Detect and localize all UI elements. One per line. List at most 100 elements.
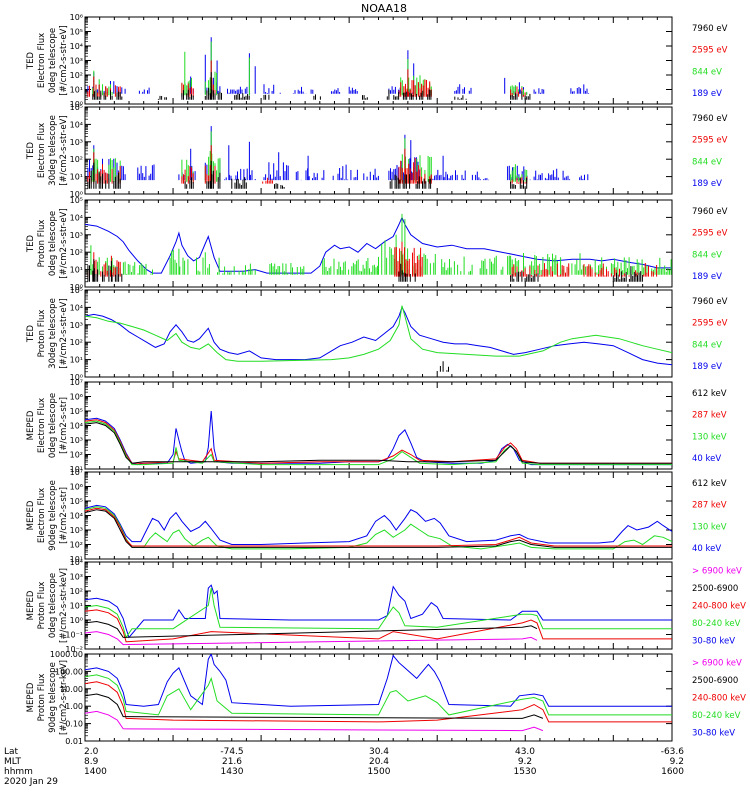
legend-entry: 2595 eV [692, 319, 728, 329]
y-axis-label-line: 0deg telescope [48, 393, 58, 458]
y-tick-label: 10⁰ [70, 100, 83, 109]
y-tick-label: 10¹ [70, 356, 83, 365]
series-line-green [85, 305, 672, 362]
series-line-green [85, 674, 672, 716]
legend-entry: 189 eV [692, 179, 722, 189]
series-group [85, 584, 672, 646]
y-tick-label: 10⁵ [70, 497, 83, 506]
y-axis-label-line: [#/cm2-s-str-keV] [59, 660, 69, 735]
y-tick-label: 10⁴ [70, 42, 83, 51]
series-line-black [85, 693, 544, 719]
series-line-blue [85, 306, 672, 366]
series-line-black [85, 509, 672, 548]
series-group [85, 504, 672, 550]
series-group [85, 305, 672, 372]
y-axis-label-line: [#/cm2-s-str-eV] [59, 115, 69, 185]
legend-entry: 130 keV [692, 432, 727, 442]
x-axis-value: 1600 [661, 767, 684, 777]
y-tick-label: 10⁴ [70, 422, 83, 431]
x-axis-value: 21.6 [222, 757, 242, 767]
y-tick-label: 10⁻¹ [65, 631, 83, 640]
y-tick-label: 10⁵ [70, 28, 83, 37]
y-tick-label: 10⁴ [70, 558, 83, 567]
y-tick-label: 10⁵ [70, 286, 83, 295]
y-axis-label-line: Proton Flux [37, 220, 47, 268]
x-axis-value: 9.2 [518, 757, 532, 767]
y-axis-label-line: [#/cm2-s-str-eV] [59, 25, 69, 95]
y-tick-label: 10⁻² [65, 645, 83, 654]
y-tick-label: 10⁰ [70, 190, 83, 199]
y-tick-label: 10⁷ [70, 378, 83, 387]
legend-entry: 7960 eV [692, 207, 728, 217]
legend-entry: 844 eV [692, 340, 722, 350]
y-tick-label: 10³ [70, 436, 83, 445]
legend-entry: 7960 eV [692, 297, 728, 307]
legend-entry: 30-80 keV [692, 636, 735, 646]
x-axis-value: 1400 [84, 767, 107, 777]
y-axis-label-line: [#/cm2-s-str-eV] [59, 208, 69, 278]
legend-entry: 130 keV [692, 522, 727, 532]
panel-4: 10⁵ 10⁴ 10³ 10² 10¹ 10⁰ TED Proton Flux 30deg te… [26, 286, 728, 382]
panel-2: 10⁵ 10⁴ 10³ 10² 10¹ 10⁰ TED Electron Flux 30deg … [26, 103, 728, 199]
y-tick-label: 10⁴ [70, 120, 83, 129]
y-tick-label: 10⁰ [70, 283, 83, 292]
panel-5: 10⁷ 10⁶ 10⁵ 10⁴ 10³ 10² 10¹ MEPED Electron Flux 0… [26, 378, 727, 474]
x-axis-value: 43.0 [515, 747, 535, 757]
series-group [87, 126, 589, 189]
series-group [85, 410, 672, 466]
legend-entry: 2500-6900 [692, 584, 738, 594]
x-axis-value: -74.5 [220, 747, 243, 757]
legend-entry: 240-800 keV [692, 694, 746, 704]
legend-entry: > 6900 keV [692, 659, 742, 669]
y-tick-label: 10² [70, 451, 83, 460]
y-axis-label-line: Proton Flux [37, 674, 47, 722]
panel-8: 1000.00 100.00 10.00 1.00 0.10 0.01 MEPED Proto… [26, 650, 746, 746]
x-axis-value: -63.6 [661, 747, 685, 757]
x-axis-value: 9.2 [670, 757, 684, 767]
legend-entry: 40 keV [692, 544, 721, 554]
legend-entry: 189 eV [692, 272, 722, 282]
series-sticks-blue [87, 37, 590, 94]
y-tick-label: 10² [70, 587, 83, 596]
y-tick-label: 10¹ [70, 266, 83, 275]
y-axis-label-line: Electron Flux [37, 123, 47, 178]
y-tick-label: 10² [70, 541, 83, 550]
y-tick-label: 10² [70, 248, 83, 257]
x-axis-row-label: hhmm [4, 767, 33, 777]
legend-entry: 80-240 keV [692, 619, 741, 629]
series-line-blue [85, 410, 672, 466]
series-line-red [85, 609, 672, 643]
y-axis-label-line: Proton Flux [37, 582, 47, 630]
y-axis-label-line: 0deg telescope [48, 211, 58, 276]
series-line-blue [85, 216, 672, 274]
y-tick-label: 10⁴ [70, 303, 83, 312]
panel-3: 10⁵ 10⁴ 10³ 10² 10¹ 10⁰ TED Proton Flux 0deg tel… [26, 196, 728, 292]
y-axis-label-line: Proton Flux [37, 310, 47, 358]
y-tick-label: 10⁶ [70, 393, 83, 402]
y-tick-label: 0.10 [65, 720, 83, 729]
y-tick-label: 10⁵ [70, 407, 83, 416]
series-line-red [85, 681, 672, 723]
legend-entry: 2595 eV [692, 136, 728, 146]
y-axis-label-line: 90deg telescope [48, 662, 58, 733]
y-axis-label-line: Electron Flux [37, 488, 47, 543]
y-axis-label-line: 30deg telescope [48, 298, 58, 369]
y-axis-label-line: MEPED [26, 682, 36, 712]
legend-entry: 2595 eV [692, 229, 728, 239]
y-tick-label: 10⁵ [70, 103, 83, 112]
series-sticks-blue [87, 126, 589, 181]
series-line-magenta [85, 631, 538, 646]
y-axis-label-line: 0deg telescope [48, 573, 58, 638]
legend-entry: 612 keV [692, 389, 727, 399]
panel-7: 10⁴ 10³ 10² 10¹ 10⁰ 10⁻¹ 10⁻² MEPED Proton Flux 0… [26, 558, 746, 654]
series-sticks-black [92, 72, 531, 100]
series-line-magenta [85, 710, 544, 732]
legend-entry: 189 eV [692, 362, 722, 372]
x-axis-row-label: Lat [4, 747, 19, 757]
series-line-red [85, 419, 672, 464]
y-tick-label: 10¹ [70, 86, 83, 95]
y-tick-label: 10.00 [60, 685, 83, 694]
y-axis-label-line: 30deg telescope [48, 115, 58, 186]
x-axis-value: 20.4 [369, 757, 389, 767]
